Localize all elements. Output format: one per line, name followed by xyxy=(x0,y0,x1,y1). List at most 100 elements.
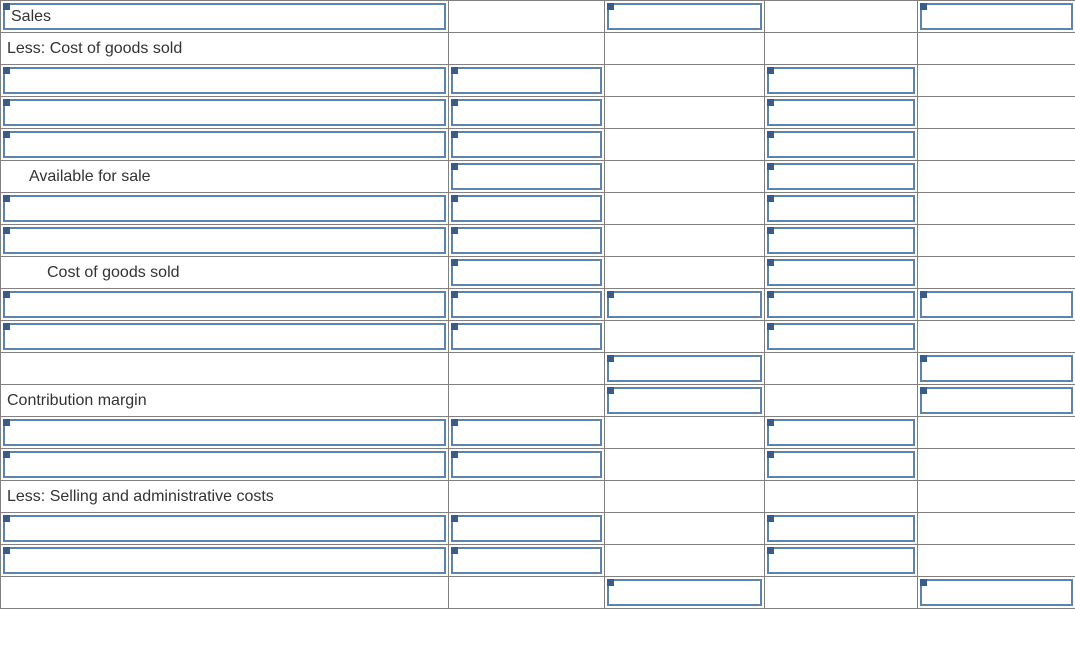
table-cell xyxy=(449,257,605,289)
table-cell xyxy=(605,353,765,385)
dropdown-cell[interactable] xyxy=(3,99,446,126)
dropdown-cell[interactable] xyxy=(607,355,762,382)
row-label: Less: Selling and administrative costs xyxy=(7,488,274,506)
dropdown-marker-icon xyxy=(451,547,458,554)
dropdown-cell[interactable] xyxy=(920,291,1073,318)
dropdown-cell[interactable] xyxy=(451,67,602,94)
dropdown-cell[interactable] xyxy=(767,323,915,350)
income-statement-table: SalesLess: Cost of goods soldAvailable f… xyxy=(0,0,1075,609)
table-cell xyxy=(765,257,918,289)
cell-text: Sales xyxy=(11,8,51,26)
dropdown-cell[interactable] xyxy=(607,291,762,318)
dropdown-cell[interactable] xyxy=(767,195,915,222)
table-cell xyxy=(765,385,918,417)
dropdown-cell[interactable] xyxy=(3,131,446,158)
dropdown-cell[interactable] xyxy=(920,387,1073,414)
dropdown-cell[interactable] xyxy=(767,547,915,574)
dropdown-marker-icon xyxy=(607,291,614,298)
dropdown-marker-icon xyxy=(3,67,10,74)
table-cell xyxy=(765,417,918,449)
dropdown-cell[interactable] xyxy=(451,99,602,126)
dropdown-cell[interactable] xyxy=(451,195,602,222)
dropdown-cell[interactable] xyxy=(451,451,602,478)
dropdown-cell[interactable] xyxy=(607,579,762,606)
dropdown-cell[interactable] xyxy=(607,387,762,414)
table-row: Cost of goods sold xyxy=(1,257,1075,289)
dropdown-cell[interactable] xyxy=(3,195,446,222)
dropdown-cell[interactable] xyxy=(767,99,915,126)
dropdown-cell[interactable] xyxy=(767,67,915,94)
dropdown-marker-icon xyxy=(767,515,774,522)
table-cell xyxy=(918,353,1075,385)
dropdown-cell[interactable] xyxy=(451,323,602,350)
table-cell xyxy=(449,1,605,33)
dropdown-marker-icon xyxy=(767,323,774,330)
dropdown-cell[interactable] xyxy=(920,355,1073,382)
dropdown-marker-icon xyxy=(767,195,774,202)
dropdown-cell[interactable] xyxy=(451,163,602,190)
dropdown-cell[interactable] xyxy=(607,3,762,30)
dropdown-cell[interactable] xyxy=(451,515,602,542)
dropdown-cell[interactable] xyxy=(767,131,915,158)
dropdown-marker-icon xyxy=(767,163,774,170)
dropdown-cell[interactable] xyxy=(451,419,602,446)
table-row xyxy=(1,289,1075,321)
table-cell xyxy=(918,513,1075,545)
dropdown-marker-icon xyxy=(451,227,458,234)
dropdown-cell[interactable] xyxy=(767,291,915,318)
dropdown-cell[interactable] xyxy=(3,515,446,542)
dropdown-cell[interactable] xyxy=(451,227,602,254)
dropdown-cell[interactable]: Sales xyxy=(3,3,446,30)
table-cell xyxy=(918,545,1075,577)
dropdown-cell[interactable] xyxy=(767,259,915,286)
table-cell xyxy=(918,129,1075,161)
table-cell: Less: Selling and administrative costs xyxy=(1,481,449,513)
dropdown-cell[interactable] xyxy=(3,67,446,94)
table-cell xyxy=(1,193,449,225)
dropdown-marker-icon xyxy=(920,3,927,10)
dropdown-cell[interactable] xyxy=(3,419,446,446)
table-cell: Cost of goods sold xyxy=(1,257,449,289)
dropdown-marker-icon xyxy=(3,323,10,330)
dropdown-marker-icon xyxy=(3,227,10,234)
table-cell xyxy=(449,385,605,417)
table-row: Sales xyxy=(1,1,1075,33)
table-cell xyxy=(765,545,918,577)
table-cell xyxy=(605,417,765,449)
table-row xyxy=(1,577,1075,609)
dropdown-cell[interactable] xyxy=(3,547,446,574)
dropdown-cell[interactable] xyxy=(451,291,602,318)
dropdown-cell[interactable] xyxy=(3,451,446,478)
table-row xyxy=(1,513,1075,545)
dropdown-cell[interactable] xyxy=(451,131,602,158)
dropdown-cell[interactable] xyxy=(3,323,446,350)
dropdown-cell[interactable] xyxy=(451,547,602,574)
row-label: Available for sale xyxy=(29,168,151,186)
table-cell xyxy=(1,97,449,129)
table-cell xyxy=(605,97,765,129)
table-cell xyxy=(605,33,765,65)
table-cell xyxy=(449,513,605,545)
dropdown-cell[interactable] xyxy=(767,515,915,542)
dropdown-marker-icon xyxy=(3,99,10,106)
dropdown-marker-icon xyxy=(607,3,614,10)
dropdown-cell[interactable] xyxy=(767,163,915,190)
table-row: Contribution margin xyxy=(1,385,1075,417)
table-row xyxy=(1,417,1075,449)
dropdown-cell[interactable] xyxy=(920,3,1073,30)
table-cell xyxy=(918,257,1075,289)
dropdown-cell[interactable] xyxy=(767,451,915,478)
dropdown-cell[interactable] xyxy=(3,227,446,254)
dropdown-marker-icon xyxy=(767,451,774,458)
dropdown-cell[interactable] xyxy=(767,419,915,446)
dropdown-marker-icon xyxy=(451,451,458,458)
dropdown-cell[interactable] xyxy=(920,579,1073,606)
dropdown-marker-icon xyxy=(767,67,774,74)
dropdown-cell[interactable] xyxy=(3,291,446,318)
table-cell xyxy=(605,545,765,577)
table-cell xyxy=(918,161,1075,193)
dropdown-marker-icon xyxy=(451,515,458,522)
dropdown-cell[interactable] xyxy=(451,259,602,286)
dropdown-cell[interactable] xyxy=(767,227,915,254)
dropdown-marker-icon xyxy=(451,99,458,106)
